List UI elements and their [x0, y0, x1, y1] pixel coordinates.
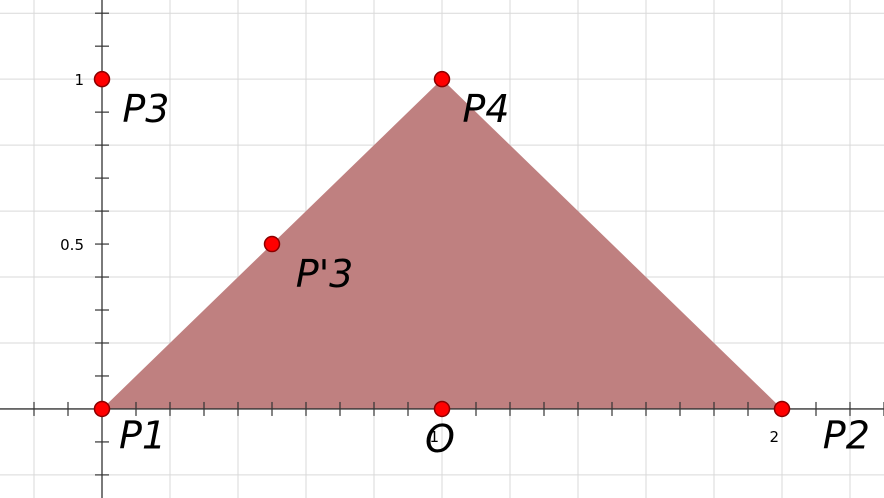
- point-o[interactable]: [433, 400, 451, 418]
- point-label-p4: P4: [462, 87, 509, 131]
- y-tick-label: 0.5: [60, 236, 84, 254]
- triangle-layer: [102, 79, 782, 409]
- tick-labels: 1 20.51: [60, 71, 779, 446]
- point-label-p3: P3: [122, 87, 169, 131]
- points: [93, 70, 791, 418]
- point-p1[interactable]: [93, 400, 111, 418]
- triangle-shape[interactable]: [102, 79, 782, 409]
- point-label-pprime3: P'3: [296, 252, 354, 296]
- x-tick-label: 2: [769, 428, 779, 446]
- point-labels: P1 P2 P3 P4 P'3 O: [119, 87, 870, 461]
- point-label-o: O: [425, 417, 455, 461]
- point-pprime3[interactable]: [263, 235, 281, 253]
- x-tick-label: 1: [429, 428, 439, 446]
- point-label-p2: P2: [823, 414, 870, 458]
- point-p3[interactable]: [93, 70, 111, 88]
- point-p2[interactable]: [773, 400, 791, 418]
- y-tick-label: 1: [74, 71, 84, 89]
- point-label-p1: P1: [119, 414, 166, 458]
- point-p4[interactable]: [433, 70, 451, 88]
